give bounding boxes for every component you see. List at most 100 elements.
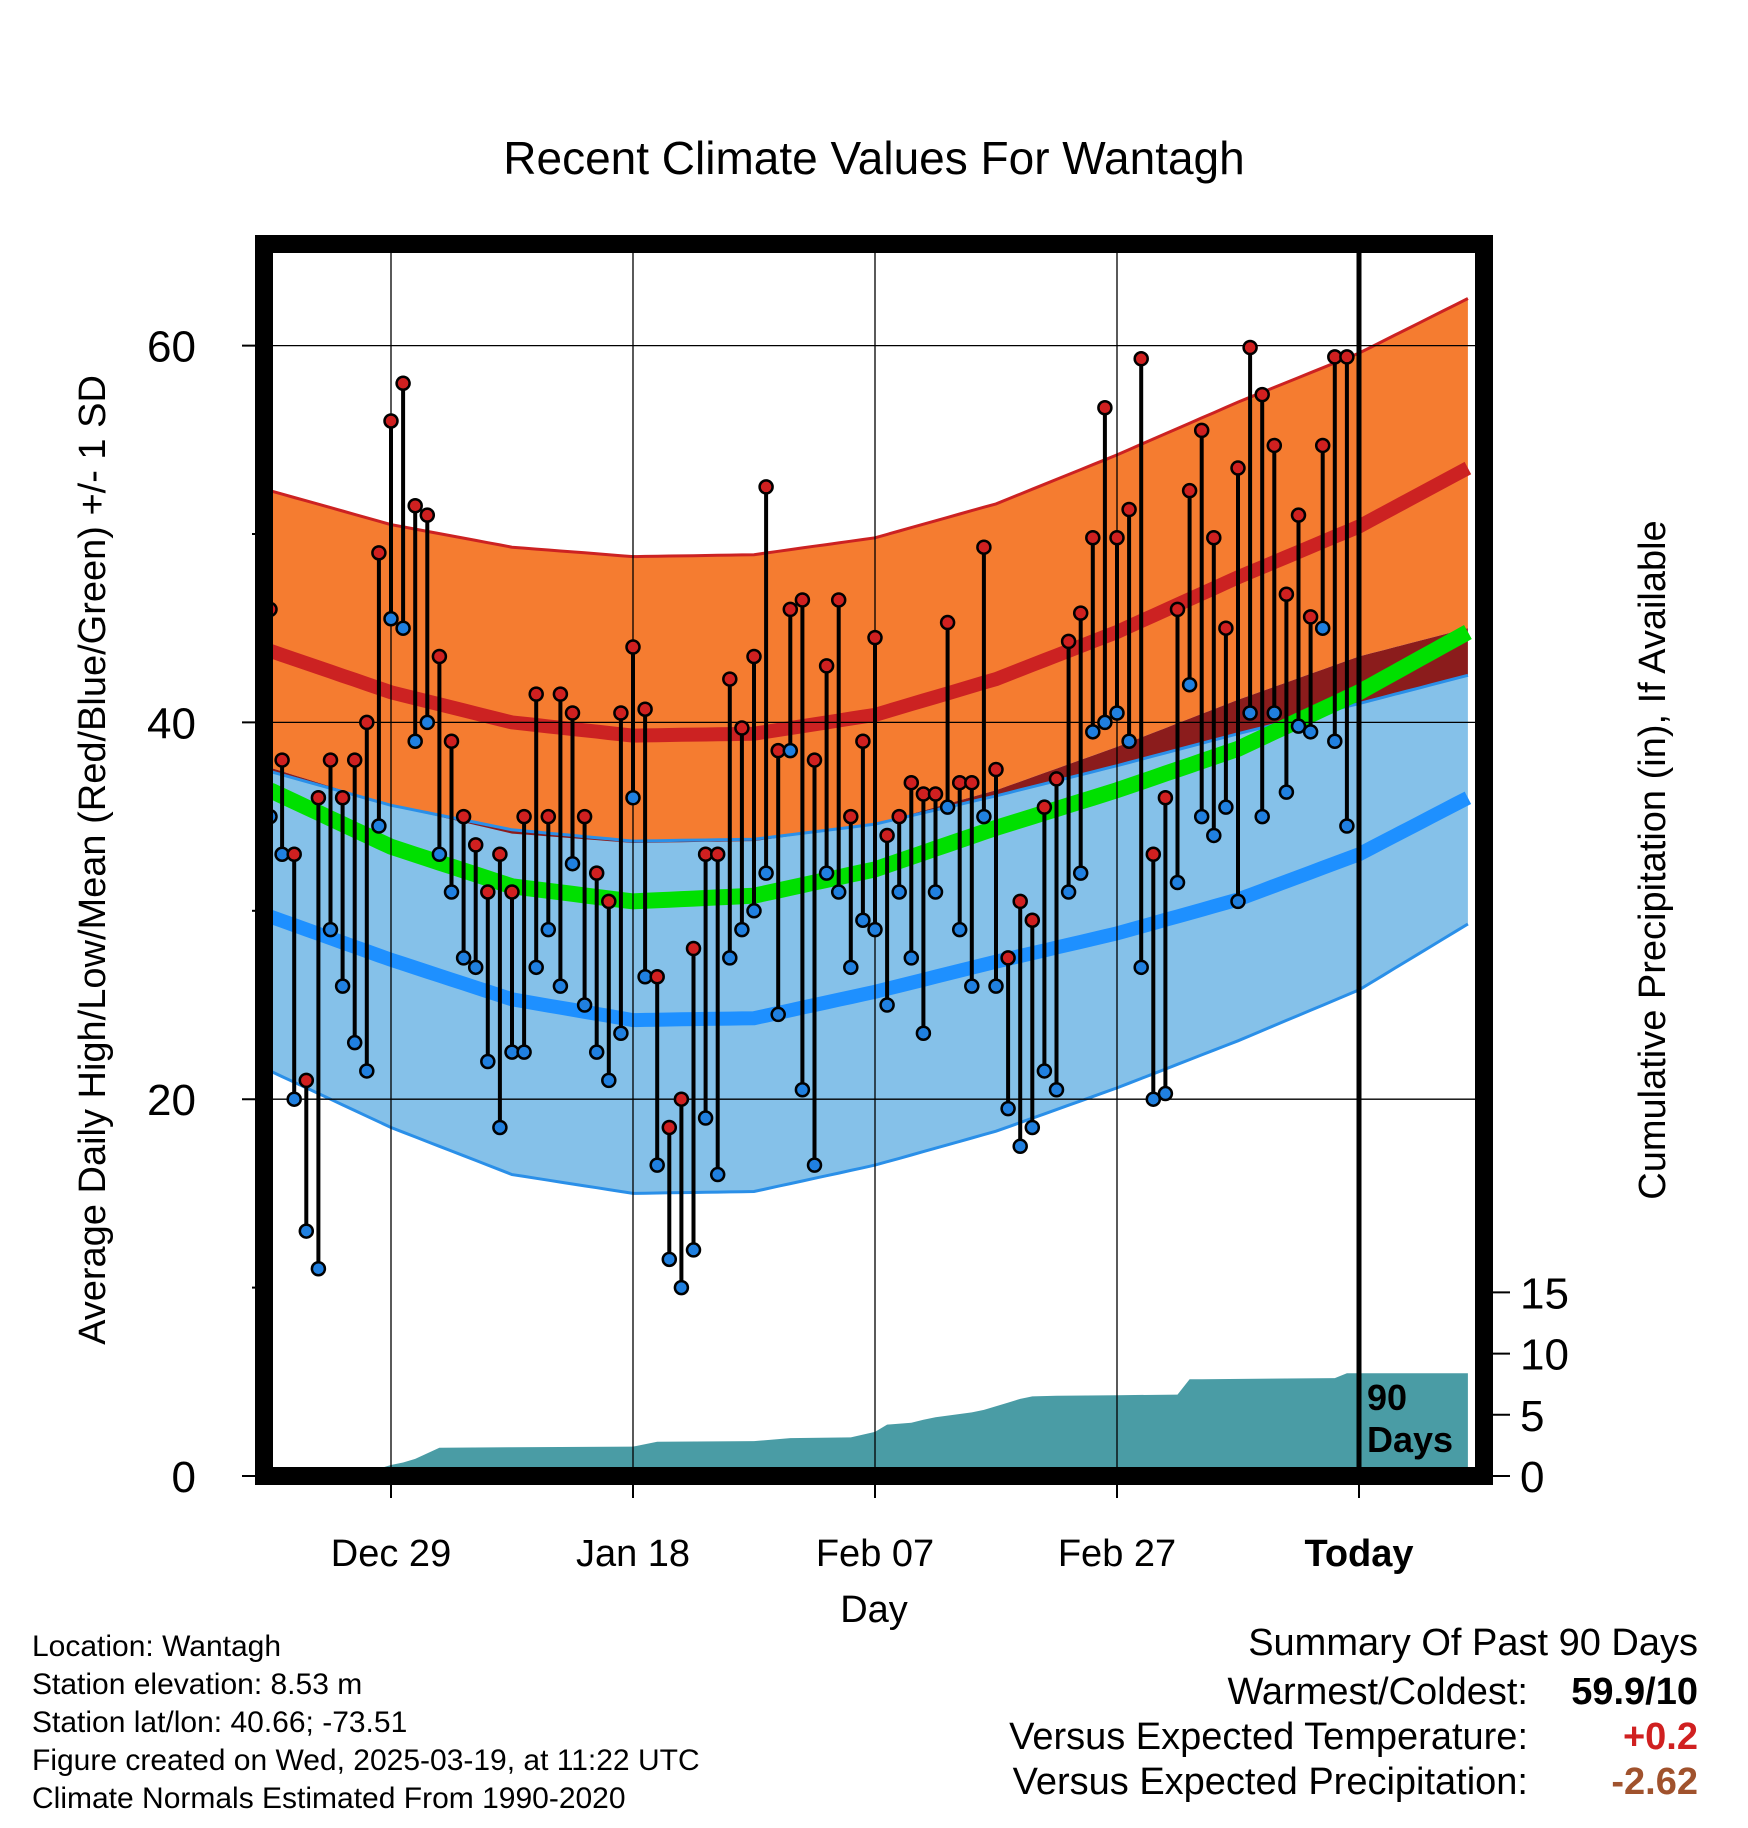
daily-high-point	[734, 720, 750, 736]
x-tick-label: Feb 07	[816, 1533, 934, 1575]
daily-high-point	[528, 686, 544, 702]
daily-high-point	[516, 808, 532, 825]
precipitation-fill	[366, 1373, 1468, 1476]
location-text: Location: Wantagh	[32, 1630, 282, 1663]
daily-high-point	[480, 884, 496, 900]
daily-low-point	[843, 959, 859, 976]
y-tick-label: 0	[172, 1453, 196, 1502]
daily-low-point	[697, 1110, 714, 1126]
normal-low-line	[267, 791, 1472, 1028]
daily-high-point	[830, 592, 847, 608]
daily-high-point	[1012, 893, 1028, 910]
daily-low-point	[576, 997, 593, 1013]
daily-high-point	[988, 761, 1004, 778]
daily-low-point	[903, 950, 920, 966]
daily-low-point	[1206, 827, 1222, 844]
daily-high-point	[576, 808, 593, 825]
daily-low-point	[1242, 705, 1258, 721]
normal-mean-line	[266, 625, 1472, 910]
daily-high-point	[649, 968, 665, 985]
x-axis-label: Day	[840, 1589, 908, 1631]
daily-low-point	[1181, 676, 1198, 693]
daily-low-point	[661, 1251, 678, 1268]
daily-high-point	[274, 752, 290, 768]
chart-title: Recent Climate Values For Wantagh	[503, 132, 1244, 184]
daily-high-point	[286, 846, 302, 863]
daily-high-point	[1060, 633, 1077, 650]
daily-high-point	[1302, 609, 1319, 625]
daily-low-point	[1060, 884, 1077, 900]
daily-low-point	[685, 1242, 702, 1258]
daily-high-point	[1072, 605, 1089, 621]
daily-high-point	[964, 774, 980, 791]
daily-high-point	[564, 705, 581, 721]
x-tick-label: Feb 27	[1058, 1533, 1176, 1575]
normal-high-line	[267, 461, 1472, 743]
daily-high-point	[855, 733, 871, 749]
daily-high-point	[1314, 437, 1331, 454]
daily-high-point	[1254, 386, 1270, 403]
daily-low-point	[310, 1261, 327, 1277]
daily-high-point	[1157, 790, 1174, 806]
daily-low-point	[1157, 1085, 1174, 1102]
daily-low-point	[1302, 724, 1319, 740]
daily-high-point	[1085, 530, 1101, 546]
daily-low-point	[879, 997, 895, 1013]
daily-low-point	[286, 1091, 302, 1107]
latlon-text: Station lat/lon: 40.66; -73.51	[32, 1706, 408, 1739]
daily-low-point	[492, 1119, 508, 1136]
daily-high-point	[1024, 912, 1041, 928]
daily-high-point	[1036, 799, 1053, 815]
daily-low-point	[1024, 1119, 1041, 1136]
daily-low-point	[1254, 808, 1270, 825]
daily-low-point	[322, 921, 339, 938]
daily-low-point	[516, 1044, 532, 1060]
precip-vs-expected-value: -2.62	[1611, 1761, 1698, 1803]
daily-high-point	[903, 774, 920, 791]
daily-high-point	[371, 545, 387, 561]
daily-high-point	[685, 940, 702, 957]
daily-high-point	[310, 790, 327, 806]
daily-low-point	[455, 950, 472, 966]
daily-high-point	[1230, 460, 1246, 476]
y2-tick-label: 10	[1520, 1331, 1569, 1380]
daily-low-point	[782, 742, 799, 759]
daily-bars	[268, 347, 1349, 1288]
daily-high-point	[552, 686, 569, 702]
temp-vs-expected-value: +0.2	[1622, 1716, 1698, 1758]
x-tick-label: Today	[1304, 1533, 1413, 1575]
daily-high-point	[359, 714, 375, 731]
x-tick-label: Dec 29	[331, 1533, 451, 1575]
daily-low-point	[1085, 724, 1101, 740]
daily-high-point	[843, 808, 859, 825]
daily-high-point	[443, 733, 460, 749]
daily-low-point	[988, 978, 1004, 994]
daily-low-point	[443, 884, 460, 900]
daily-low-point	[540, 921, 557, 938]
daily-low-point	[467, 959, 484, 976]
daily-high-point	[722, 671, 738, 687]
created-text: Figure created on Wed, 2025-03-19, at 11…	[32, 1744, 700, 1777]
daily-low-point	[806, 1157, 823, 1173]
warm-cold-label: Warmest/Coldest:	[1227, 1671, 1528, 1713]
daily-low-point	[552, 978, 569, 994]
daily-low-point	[818, 865, 835, 881]
daily-high-point	[407, 497, 423, 514]
daily-high-point	[806, 752, 823, 768]
daily-low-point	[613, 1025, 629, 1042]
daily-low-point	[855, 912, 871, 928]
daily-low-point	[588, 1044, 605, 1060]
daily-high-point	[637, 701, 653, 717]
daily-low-point	[407, 733, 423, 749]
daily-high-point	[1290, 507, 1307, 523]
y-tick-label: 20	[147, 1076, 196, 1125]
daily-low-point	[1072, 865, 1089, 881]
daily-high-point	[1242, 339, 1258, 356]
daily-low-point	[1012, 1138, 1028, 1155]
y2-tick-label: 5	[1520, 1392, 1544, 1441]
daily-low-point	[346, 1034, 363, 1051]
daily-high-point	[1339, 349, 1355, 365]
summary-panel: Summary Of Past 90 Days Warmest/Coldest:…	[1009, 1622, 1698, 1804]
daily-high-point	[1048, 771, 1065, 787]
daily-low-point	[673, 1279, 690, 1296]
